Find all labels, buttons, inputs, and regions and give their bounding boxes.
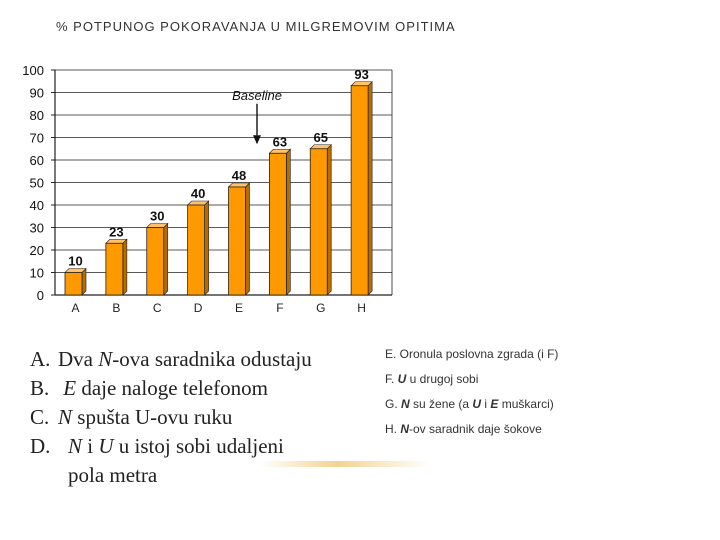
baseline-arrow-head [253, 135, 261, 145]
bar-chart-svg: 0 10 20 30 40 50 60 70 80 90 100 10 A 23 B 30 C 40 D 48 E 63 F… [9, 57, 405, 322]
bar-value-label: 23 [109, 224, 123, 239]
list-item-continuation: pola metra [68, 463, 158, 487]
bar-top [227, 182, 251, 188]
bar-side [204, 200, 209, 296]
bar [64, 272, 83, 296]
list-item: C. N spušta U-ovu ruku [30, 403, 370, 432]
x-tick-label: A [71, 301, 79, 315]
list-item-text: Dva N-ova saradnika odustaju [58, 347, 312, 371]
list-item: D. N i U u istoj sobi udaljeni [30, 432, 370, 461]
slide-title: % POTPUNOG POKORAVANJA U MILGREMOVIM OPI… [56, 19, 456, 34]
list-item-label: C. [30, 405, 50, 429]
list-item: A. Dva N-ova saradnika odustaju [30, 345, 370, 374]
y-tick-label: 60 [30, 153, 44, 168]
bar [146, 227, 165, 296]
bar-side [286, 148, 291, 296]
bar-value-label: 10 [68, 254, 82, 269]
bar-value-label: 48 [232, 168, 246, 183]
baseline-annotation: Baseline [232, 88, 282, 103]
bar-top [64, 268, 87, 273]
list-item: G. N su žene (a U i E muškarci) [385, 397, 554, 411]
y-tick-label: 10 [30, 266, 44, 281]
bar-top [309, 144, 332, 150]
x-tick-label: G [316, 301, 325, 315]
list-item: B. E daje naloge telefonom [30, 374, 370, 403]
y-tick-label: 20 [30, 243, 44, 258]
bar-value-label: 40 [191, 186, 205, 201]
bar-top [186, 200, 210, 206]
bar-side [122, 238, 128, 296]
list-item-text: N spušta U-ovu ruku [58, 405, 233, 429]
bar-value-label: 65 [314, 130, 328, 145]
list-item: F. U u drugoj sobi [385, 372, 479, 386]
bar-top [268, 148, 292, 154]
y-tick-label: 70 [30, 131, 44, 146]
bar-side [245, 182, 250, 296]
bar [350, 85, 369, 296]
x-tick-label: F [276, 301, 283, 315]
y-tick-label: 90 [30, 86, 44, 101]
bar-value-label: 30 [150, 209, 164, 224]
y-tick-label: 80 [30, 108, 44, 123]
bar-side [163, 222, 169, 296]
condition-list-right: E. Oronula poslovna zgrada (i F) F. U u … [385, 345, 715, 445]
y-tick-label: 50 [30, 176, 44, 191]
bar-side [326, 144, 332, 296]
y-tick-label: 0 [37, 288, 44, 303]
y-tick-label: 30 [30, 221, 44, 236]
bar-side [81, 267, 87, 296]
y-tick-label: 100 [22, 63, 44, 78]
bar [268, 152, 287, 296]
list-item: H. N-ov saradnik daje šokove [385, 422, 542, 436]
list-item-text: N i U u istoj sobi udaljeni [68, 434, 284, 458]
bar-value-label: 63 [273, 134, 287, 149]
x-tick-label: B [112, 301, 120, 315]
x-tick-label: C [153, 301, 162, 315]
list-item-label: B. [30, 376, 50, 400]
bar-top [350, 81, 373, 87]
bar-chart: 0 10 20 30 40 50 60 70 80 90 100 10 A 23 B 30 C 40 D 48 E 63 F… [0, 52, 410, 322]
x-tick-label: H [357, 301, 366, 315]
bar-top [105, 238, 128, 244]
x-tick-label: E [235, 301, 243, 315]
bar [187, 204, 206, 296]
list-item-text: E daje naloge telefonom [63, 376, 268, 400]
bar-side [367, 81, 373, 296]
condition-list-left: A. Dva N-ova saradnika odustaju B. E daj… [30, 345, 370, 490]
x-tick-label: D [194, 301, 203, 315]
bar [105, 242, 124, 296]
list-item: E. Oronula poslovna zgrada (i F) [385, 347, 559, 361]
list-item-label: D. [30, 434, 51, 458]
y-tick-label: 40 [30, 198, 44, 213]
list-item-label: A. [30, 347, 51, 371]
bar [309, 148, 328, 296]
bar [228, 186, 246, 296]
bar-value-label: 93 [354, 67, 368, 82]
bar-top [146, 223, 169, 228]
decorative-underline [260, 461, 430, 467]
